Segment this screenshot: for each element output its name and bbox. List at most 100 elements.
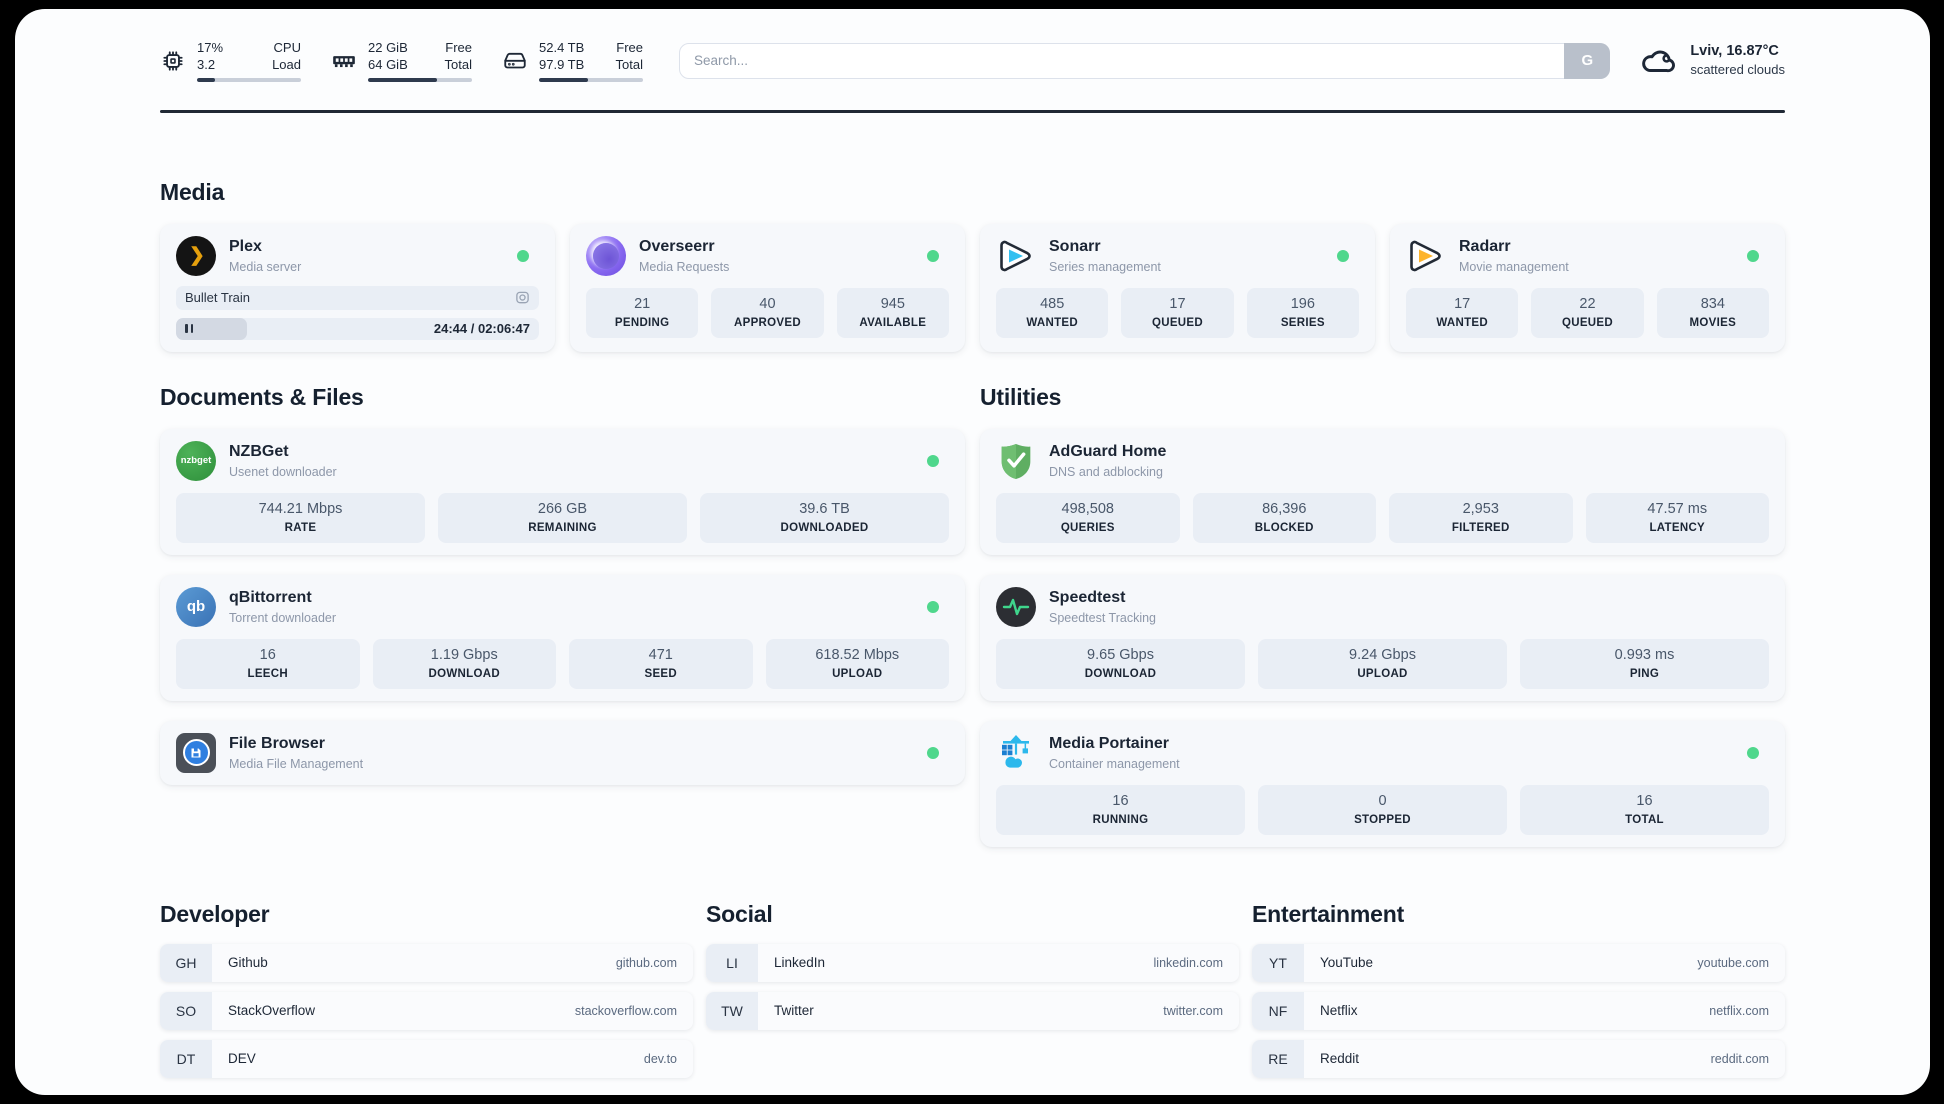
stat-box: 471 SEED xyxy=(569,638,753,689)
app-card-speedtest[interactable]: Speedtest Speedtest Tracking 9.65 Gbps D… xyxy=(980,574,1785,701)
stat-box: 9.24 Gbps UPLOAD xyxy=(1258,638,1507,689)
app-card-filebrowser[interactable]: File Browser Media File Management xyxy=(160,720,965,785)
app-card-portainer[interactable]: Media Portainer Container management 16 … xyxy=(980,720,1785,847)
radarr-icon xyxy=(1406,236,1446,276)
app-subtitle: Usenet downloader xyxy=(229,464,337,479)
cpu-chip-icon xyxy=(163,50,183,71)
status-online-dot xyxy=(927,454,939,467)
media-card-grid: ❯ Plex Media server Bullet Train xyxy=(160,223,1785,352)
stat-value: 618.52 Mbps xyxy=(815,646,900,663)
bookmark-name: Netflix xyxy=(1320,1003,1358,1018)
stat-value: 17 xyxy=(1454,295,1471,312)
status-online-dot xyxy=(927,600,939,613)
session-screen-icon[interactable] xyxy=(515,290,530,305)
app-card-radarr[interactable]: Radarr Movie management 17 WANTED 22 QUE… xyxy=(1390,223,1785,352)
search-engine-button[interactable]: G xyxy=(1564,42,1611,79)
hard-drive-icon xyxy=(504,52,526,68)
bookmark-twitter[interactable]: TW Twitter twitter.com xyxy=(706,991,1239,1030)
stat-value: 744.21 Mbps xyxy=(258,500,343,517)
bookmark-name: Reddit xyxy=(1320,1051,1360,1066)
stat-value: 47.57 ms xyxy=(1647,500,1708,517)
bookmark-url: reddit.com xyxy=(1710,1051,1769,1066)
app-name: Media Portainer xyxy=(1049,734,1170,752)
status-online-dot xyxy=(517,249,529,262)
stat-label: LEECH xyxy=(247,667,288,680)
app-card-qbittorrent[interactable]: qb qBittorrent Torrent downloader 16 LEE… xyxy=(160,574,965,701)
weather-widget[interactable]: Lviv, 16.87°C scattered clouds xyxy=(1640,42,1785,79)
stat-value: 485 xyxy=(1040,295,1065,312)
stat-value: 9.24 Gbps xyxy=(1349,646,1416,663)
cpu-usage-percent: 17% xyxy=(197,40,224,55)
app-card-nzbget[interactable]: nzbget NZBGet Usenet downloader 744.21 M… xyxy=(160,428,965,555)
stat-label: MOVIES xyxy=(1689,316,1737,329)
bookmark-stackoverflow[interactable]: SO StackOverflow stackoverflow.com xyxy=(160,991,693,1030)
cpu-widget: 17% 3.2 CPU Load xyxy=(160,39,301,82)
bookmark-reddit[interactable]: RE Reddit reddit.com xyxy=(1252,1039,1785,1078)
app-name: Plex xyxy=(229,237,262,255)
status-online-dot xyxy=(1337,249,1349,262)
memory-values: 22 GiB 64 GiB xyxy=(368,39,408,73)
app-subtitle: DNS and adblocking xyxy=(1049,464,1163,479)
stat-label: QUEUED xyxy=(1151,316,1203,329)
section-title-social: Social xyxy=(706,900,773,927)
storage-widget: 52.4 TB 97.9 TB Free Total xyxy=(502,39,643,82)
stat-label: PING xyxy=(1629,667,1660,680)
bookmark-url: github.com xyxy=(615,955,677,970)
stat-value: 1.19 Gbps xyxy=(430,646,498,663)
stat-label: LATENCY xyxy=(1649,521,1706,534)
stat-value: 0 xyxy=(1378,792,1387,809)
documents-column: Documents & Files nzbget NZBGet Usenet d… xyxy=(160,384,965,847)
stat-value: 16 xyxy=(259,646,276,663)
cpu-values: 17% 3.2 xyxy=(197,39,223,73)
app-name: Overseerr xyxy=(639,237,715,255)
stat-box: 0.993 ms PING xyxy=(1520,638,1769,689)
app-card-plex[interactable]: ❯ Plex Media server Bullet Train xyxy=(160,223,555,352)
status-online-dot xyxy=(927,249,939,262)
bookmark-youtube[interactable]: YT YouTube youtube.com xyxy=(1252,943,1785,982)
stat-label: AVAILABLE xyxy=(859,316,927,329)
stat-label: STOPPED xyxy=(1354,813,1411,826)
portainer-icon xyxy=(996,733,1036,773)
overseerr-icon xyxy=(586,235,626,276)
filebrowser-icon xyxy=(176,732,216,773)
cpu-progress-fill xyxy=(197,78,215,82)
app-name: Sonarr xyxy=(1049,237,1101,255)
pause-button[interactable] xyxy=(185,324,194,333)
memory-progress-fill xyxy=(368,78,437,82)
stat-box: 16 LEECH xyxy=(176,638,360,689)
section-title-utilities: Utilities xyxy=(980,383,1062,410)
stat-box: 1.19 Gbps DOWNLOAD xyxy=(372,638,556,689)
stat-value: 86,396 xyxy=(1262,500,1307,517)
app-name: Speedtest xyxy=(1049,588,1126,606)
cpu-load-value: 3.2 xyxy=(197,57,216,72)
bookmark-github[interactable]: GH Github github.com xyxy=(160,943,693,982)
plex-playback-progress: 24:44 / 02:06:47 xyxy=(176,317,539,340)
stat-label: DOWNLOAD xyxy=(428,667,500,680)
bookmark-linkedin[interactable]: LI LinkedIn linkedin.com xyxy=(706,943,1239,982)
stat-label: RUNNING xyxy=(1092,813,1149,826)
stat-box: 17 WANTED xyxy=(1406,287,1519,338)
stat-label: WANTED xyxy=(1026,316,1078,329)
app-name: AdGuard Home xyxy=(1049,442,1167,460)
bookmark-name: Twitter xyxy=(774,1003,814,1018)
bookmark-dev[interactable]: DT DEV dev.to xyxy=(160,1039,693,1078)
stat-box: 17 QUEUED xyxy=(1121,287,1234,338)
stat-value: 9.65 Gbps xyxy=(1087,646,1154,663)
search-input[interactable] xyxy=(679,42,1611,79)
bookmark-netflix[interactable]: NF Netflix netflix.com xyxy=(1252,991,1785,1030)
stat-label: REMAINING xyxy=(528,521,597,534)
app-card-overseerr[interactable]: Overseerr Media Requests 21 PENDING 40 A… xyxy=(570,223,965,352)
app-card-sonarr[interactable]: Sonarr Series management 485 WANTED 17 Q… xyxy=(980,223,1375,352)
stat-box: 834 MOVIES xyxy=(1656,287,1769,338)
adguard-shield-icon xyxy=(996,441,1036,481)
cloud-icon xyxy=(1642,50,1676,73)
bookmarks-developer: Developer GH Github github.com SO StackO… xyxy=(160,901,693,1078)
stat-label: DOWNLOAD xyxy=(1084,667,1157,680)
floppy-disk-icon xyxy=(191,748,201,757)
bookmark-url: netflix.com xyxy=(1709,1003,1769,1018)
stat-value: 266 GB xyxy=(537,500,588,517)
app-card-adguard[interactable]: AdGuard Home DNS and adblocking 498,508 … xyxy=(980,428,1785,555)
app-name: Radarr xyxy=(1459,237,1511,255)
storage-progress-bar xyxy=(539,78,643,82)
bookmark-columns: Developer GH Github github.com SO StackO… xyxy=(160,901,1785,1078)
